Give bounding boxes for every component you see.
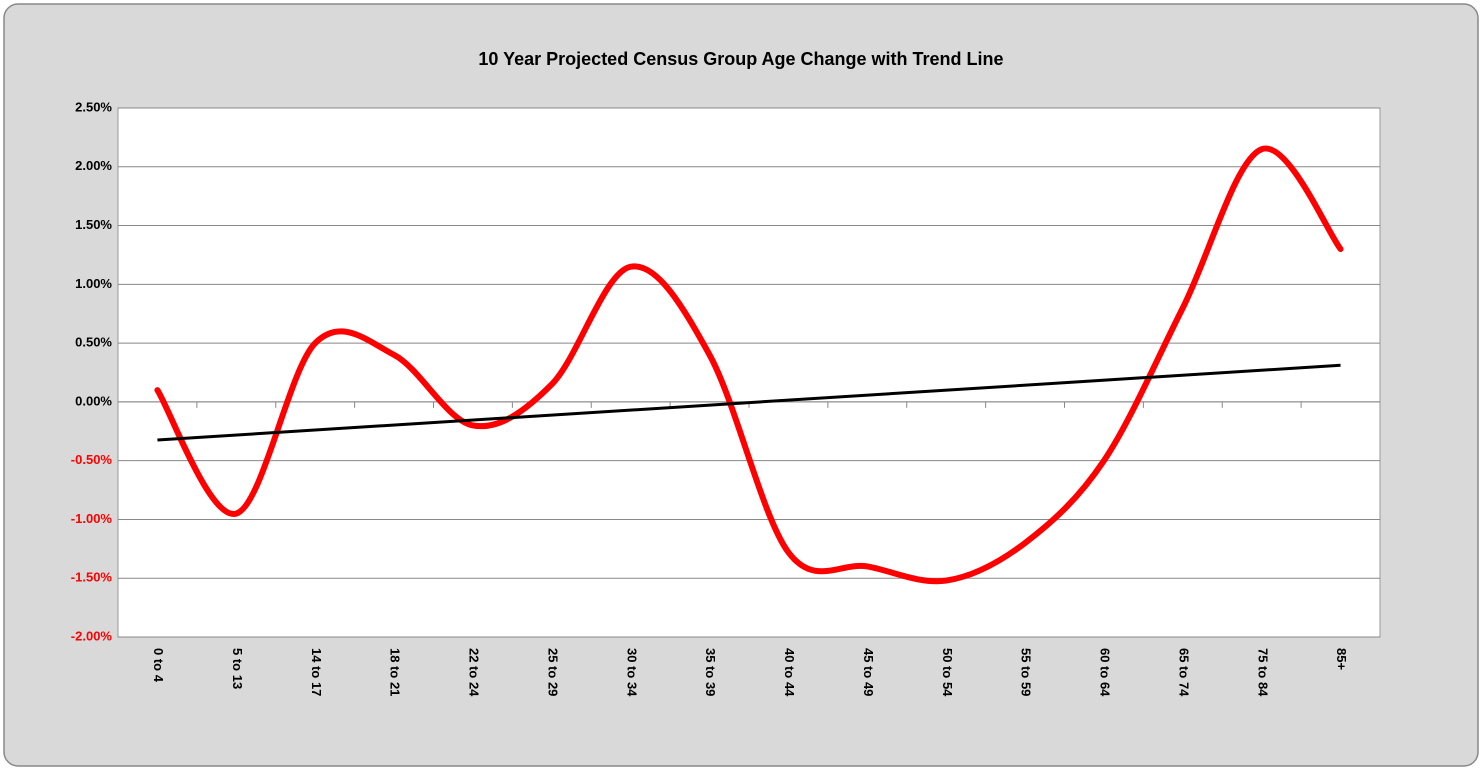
x-tick-label: 45 to 49 bbox=[861, 648, 876, 696]
x-tick-label: 0 to 4 bbox=[151, 648, 166, 683]
data-line bbox=[154, 145, 1344, 585]
x-tick-label: 40 to 44 bbox=[782, 648, 797, 697]
x-tick-label: 14 to 17 bbox=[309, 648, 324, 696]
y-tick-label: 0.00% bbox=[75, 393, 112, 408]
y-tick-label: 1.00% bbox=[75, 276, 112, 291]
y-tick-label: -1.00% bbox=[71, 511, 113, 526]
y-tick-label: 2.00% bbox=[75, 158, 112, 173]
x-tick-label: 35 to 39 bbox=[703, 648, 718, 696]
x-tick-label: 5 to 13 bbox=[230, 648, 245, 689]
x-tick-label: 18 to 21 bbox=[388, 648, 403, 696]
trend-line bbox=[157, 363, 1341, 442]
x-tick-label: 22 to 24 bbox=[467, 648, 482, 697]
y-tick-label: 0.50% bbox=[75, 335, 112, 350]
plot-area bbox=[117, 107, 1381, 638]
chart-title: 10 Year Projected Census Group Age Chang… bbox=[478, 49, 1003, 69]
x-tick-label: 50 to 54 bbox=[940, 648, 955, 697]
x-tick-label: 30 to 34 bbox=[624, 648, 639, 697]
x-tick-label: 65 to 74 bbox=[1176, 648, 1191, 697]
x-tick-label: 55 to 59 bbox=[1019, 648, 1034, 696]
x-tick-label: 25 to 29 bbox=[545, 648, 560, 696]
y-tick-label: 1.50% bbox=[75, 217, 112, 232]
x-tick-label: 85+ bbox=[1334, 648, 1349, 670]
x-tick-label: 75 to 84 bbox=[1255, 648, 1270, 697]
y-tick-label: -0.50% bbox=[71, 452, 113, 467]
x-tick-label: 60 to 64 bbox=[1098, 648, 1113, 697]
y-tick-label: -1.50% bbox=[71, 570, 113, 585]
y-tick-label: -2.00% bbox=[71, 628, 113, 643]
y-tick-label: 2.50% bbox=[75, 99, 112, 114]
